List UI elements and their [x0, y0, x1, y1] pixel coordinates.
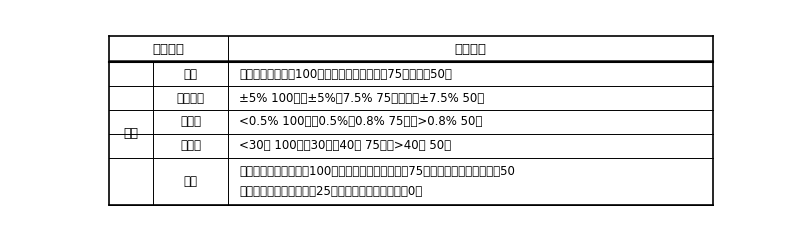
- Text: 分；有苦味，咀嚼感很弱25分；苦味较重，无明嚼感0分: 分；有苦味，咀嚼感很弱25分；苦味较重，无明嚼感0分: [239, 185, 422, 198]
- Text: ±5% 100分；±5%～7.5% 75分；超过±7.5% 50分: ±5% 100分；±5%～7.5% 75分；超过±7.5% 50分: [239, 92, 485, 104]
- Text: <0.5% 100分；0.5%～0.8% 75分；>0.8% 50分: <0.5% 100分；0.5%～0.8% 75分；>0.8% 50分: [239, 115, 482, 128]
- Text: 指标名称: 指标名称: [153, 43, 185, 56]
- Text: <30度 100分；30度～40度 75分；>40度 50分: <30度 100分；30度～40度 75分；>40度 50分: [239, 139, 451, 152]
- Text: 片剂: 片剂: [123, 127, 138, 140]
- Text: 休止角: 休止角: [180, 139, 201, 152]
- Text: 脆碎度: 脆碎度: [180, 115, 201, 128]
- Text: 重量差异: 重量差异: [177, 92, 205, 104]
- Text: 几乎无苦味，咀嚼感强100分；略有苦味，有咀嚼感75分；苦味减弱，咀嚼感弱50: 几乎无苦味，咀嚼感强100分；略有苦味，有咀嚼感75分；苦味减弱，咀嚼感弱50: [239, 164, 515, 178]
- Text: 白色、光洁、圆整100分；白色、光洁度稍差75分；麻面50分: 白色、光洁、圆整100分；白色、光洁度稍差75分；麻面50分: [239, 68, 452, 81]
- Text: 指标分值: 指标分值: [454, 43, 486, 56]
- Text: 口感: 口感: [183, 175, 198, 188]
- Text: 外观: 外观: [183, 68, 198, 81]
